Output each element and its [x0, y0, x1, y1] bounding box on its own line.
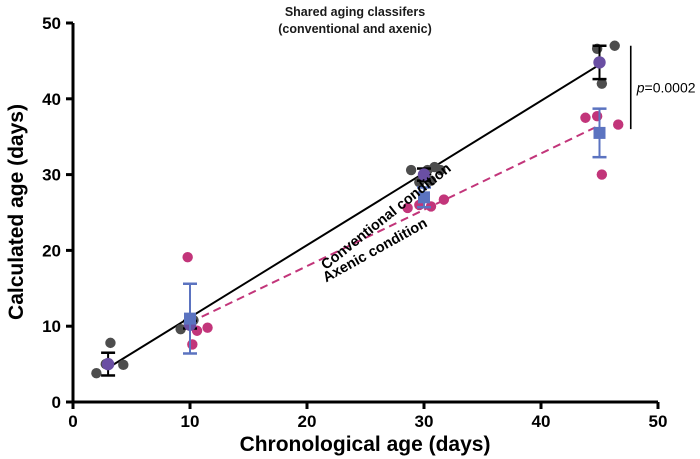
conventional-point	[596, 78, 608, 89]
conventional-point	[609, 40, 620, 51]
significance-bracket: p=0.0002	[629, 45, 696, 130]
chart-title-line-2: (conventional and axenic)	[278, 22, 432, 36]
regression-lines	[107, 63, 601, 369]
conventional-point	[435, 164, 446, 176]
conventional-point	[118, 359, 129, 371]
conventional-condition-label: Conventional condition	[318, 161, 454, 274]
p-value-label: p=0.0002	[636, 79, 696, 95]
axenic-point	[402, 202, 413, 214]
x-tick-label: 10	[181, 412, 200, 431]
conventional-mean	[417, 168, 431, 181]
chart-title: Shared aging classifers (conventional an…	[278, 5, 432, 36]
axenic-point	[580, 112, 591, 123]
x-tick-label: 30	[415, 412, 434, 431]
conventional-mean	[593, 56, 606, 69]
chart-title-line-1: Shared aging classifers	[285, 5, 425, 19]
data-points	[91, 40, 624, 379]
y-tick-label: 0	[52, 393, 61, 412]
conventional-mean	[101, 357, 115, 371]
conventional-point	[175, 324, 186, 335]
axenic-point	[613, 119, 624, 130]
conventional-point	[405, 164, 417, 176]
axenic-fit-line	[189, 124, 600, 324]
y-tick-label: 10	[42, 317, 61, 336]
axenic-mean	[184, 312, 196, 325]
axenic-point	[202, 322, 213, 333]
y-tick-label: 20	[42, 241, 61, 260]
x-tick-label: 0	[68, 412, 77, 431]
axenic-point	[182, 252, 193, 263]
conventional-point	[105, 337, 116, 349]
axenic-point	[591, 111, 603, 122]
p-value: =0.0002	[645, 79, 696, 95]
axenic-point	[187, 339, 198, 350]
x-tick-label: 20	[298, 412, 317, 431]
y-tick-label: 30	[42, 166, 61, 185]
p-symbol: p	[636, 79, 645, 95]
y-axis-label: Calculated age (days)	[5, 104, 28, 320]
y-tick-label: 50	[42, 14, 61, 33]
mean-markers	[101, 44, 607, 377]
conventional-fit-line	[107, 63, 601, 369]
x-tick-label: 40	[532, 412, 551, 431]
axenic-point	[596, 169, 608, 180]
axenic-point	[425, 201, 437, 212]
y-tick-label: 40	[42, 90, 61, 109]
x-axis-label: Chronological age (days)	[240, 433, 491, 456]
axenic-mean	[593, 126, 606, 139]
axenic-mean	[418, 191, 430, 204]
x-tick-label: 50	[649, 412, 668, 431]
conventional-point	[91, 367, 102, 379]
axes: 0 10 20 30 40 50 0 10 20 30 40 50	[42, 14, 667, 431]
axenic-point	[438, 194, 450, 205]
